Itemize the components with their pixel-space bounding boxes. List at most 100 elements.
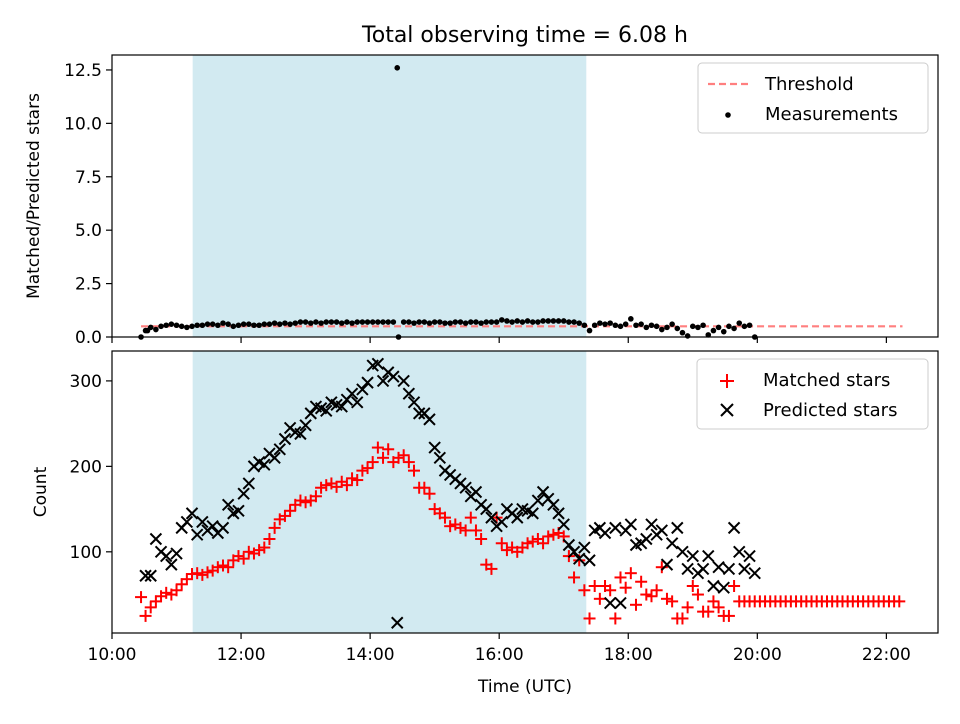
measurement-point xyxy=(442,320,448,326)
measurement-point xyxy=(720,328,727,335)
matched-star-point xyxy=(263,533,276,545)
predicted-star-point xyxy=(402,387,416,400)
predicted-star-point xyxy=(221,498,235,512)
measurement-point xyxy=(700,322,706,329)
measurement-point xyxy=(184,324,190,331)
predicted-star-point xyxy=(258,458,271,471)
measurement-point xyxy=(695,324,701,331)
matched-star-point xyxy=(149,595,162,608)
measurement-point xyxy=(638,321,644,327)
measurement-point xyxy=(380,319,386,325)
matched-star-point xyxy=(660,592,673,605)
predicted-star-point xyxy=(294,427,307,441)
matched-star-point xyxy=(526,535,539,548)
predicted-star-point xyxy=(536,485,550,499)
measurement-point xyxy=(220,320,226,326)
predicted-star-point xyxy=(216,521,230,535)
predicted-star-point xyxy=(712,560,725,574)
matched-star-point xyxy=(438,511,451,524)
measurement-point xyxy=(437,319,443,325)
legend-measurements-label: Measurements xyxy=(765,104,898,125)
predicted-star-point xyxy=(640,532,653,546)
measurement-point xyxy=(168,321,175,327)
predicted-star-point xyxy=(185,507,199,520)
matched-star-point xyxy=(691,588,704,601)
matched-star-point xyxy=(702,605,715,618)
predicted-star-point xyxy=(578,541,591,554)
measurement-point xyxy=(493,319,500,325)
measurement-point xyxy=(509,319,515,325)
measurement-point xyxy=(313,319,319,325)
measurement-point xyxy=(302,319,309,325)
xtick-label: 12:00 xyxy=(217,645,266,665)
matched-star-point xyxy=(645,590,658,603)
matched-star-point xyxy=(485,562,498,575)
predicted-star-point xyxy=(165,558,178,571)
legend-predicted-label: Predicted stars xyxy=(763,400,897,421)
matched-star-point xyxy=(135,591,148,604)
predicted-star-point xyxy=(552,507,565,520)
measurement-point xyxy=(287,321,293,327)
measurement-point xyxy=(158,323,164,330)
predicted-star-point xyxy=(397,374,410,388)
measurement-point xyxy=(173,322,180,329)
measurement-point xyxy=(545,318,552,324)
measurement-point xyxy=(230,323,237,330)
matched-star-point xyxy=(614,571,627,584)
matched-star-point xyxy=(340,479,353,492)
ytick-label: 10.0 xyxy=(64,114,102,134)
measurement-point xyxy=(225,321,231,327)
legend-matched-swatch xyxy=(720,374,734,388)
matched-star-point xyxy=(366,456,379,469)
measurement-point xyxy=(307,320,314,326)
measurement-point xyxy=(498,317,505,323)
predicted-star-point xyxy=(671,521,684,535)
measurement-point xyxy=(411,320,417,326)
ytick-label: 5.0 xyxy=(75,221,102,241)
matched-star-point xyxy=(475,533,488,545)
measurement-point xyxy=(555,318,562,324)
bot-observing-span xyxy=(192,351,587,633)
measurement-point xyxy=(318,320,324,326)
matched-star-point xyxy=(624,567,637,580)
matched-star-point xyxy=(619,581,632,594)
matched-star-point xyxy=(604,584,617,597)
measurement-point xyxy=(659,326,665,333)
predicted-star-point xyxy=(531,494,545,507)
measurement-point xyxy=(261,321,268,327)
predicted-star-point xyxy=(702,549,715,563)
matched-star-point xyxy=(418,481,431,494)
matched-star-point xyxy=(139,609,152,622)
measurement-point xyxy=(215,322,221,329)
matched-star-point xyxy=(382,443,395,456)
matched-star-point xyxy=(686,580,699,592)
matched-star-point xyxy=(423,487,436,500)
measurement-point xyxy=(679,329,686,336)
bottom-ylabel: Count xyxy=(31,466,51,517)
predicted-star-point xyxy=(485,511,498,524)
matched-star-point xyxy=(191,567,204,580)
predicted-star-point xyxy=(511,511,524,524)
predicted-star-point xyxy=(583,554,596,567)
predicted-star-point xyxy=(526,507,539,520)
measurement-point xyxy=(705,332,712,338)
predicted-star-point xyxy=(681,562,694,576)
matched-star-point xyxy=(397,449,410,462)
predicted-star-point xyxy=(361,376,374,389)
matched-star-point xyxy=(547,528,560,541)
ytick-label: 12.5 xyxy=(64,61,102,81)
predicted-star-point xyxy=(665,537,679,550)
measurement-point xyxy=(144,327,151,334)
measurement-point xyxy=(746,322,753,329)
matched-star-point xyxy=(196,568,209,581)
matched-star-point xyxy=(609,612,622,625)
xtick-label: 14:00 xyxy=(346,645,395,665)
predicted-star-point xyxy=(320,404,333,418)
measurement-point xyxy=(731,325,737,332)
predicted-star-point xyxy=(376,374,390,388)
measurement-point xyxy=(622,321,629,327)
measurement-point xyxy=(467,319,474,325)
top-ylabel: Matched/Predicted stars xyxy=(24,93,44,299)
matched-star-point xyxy=(258,541,271,554)
